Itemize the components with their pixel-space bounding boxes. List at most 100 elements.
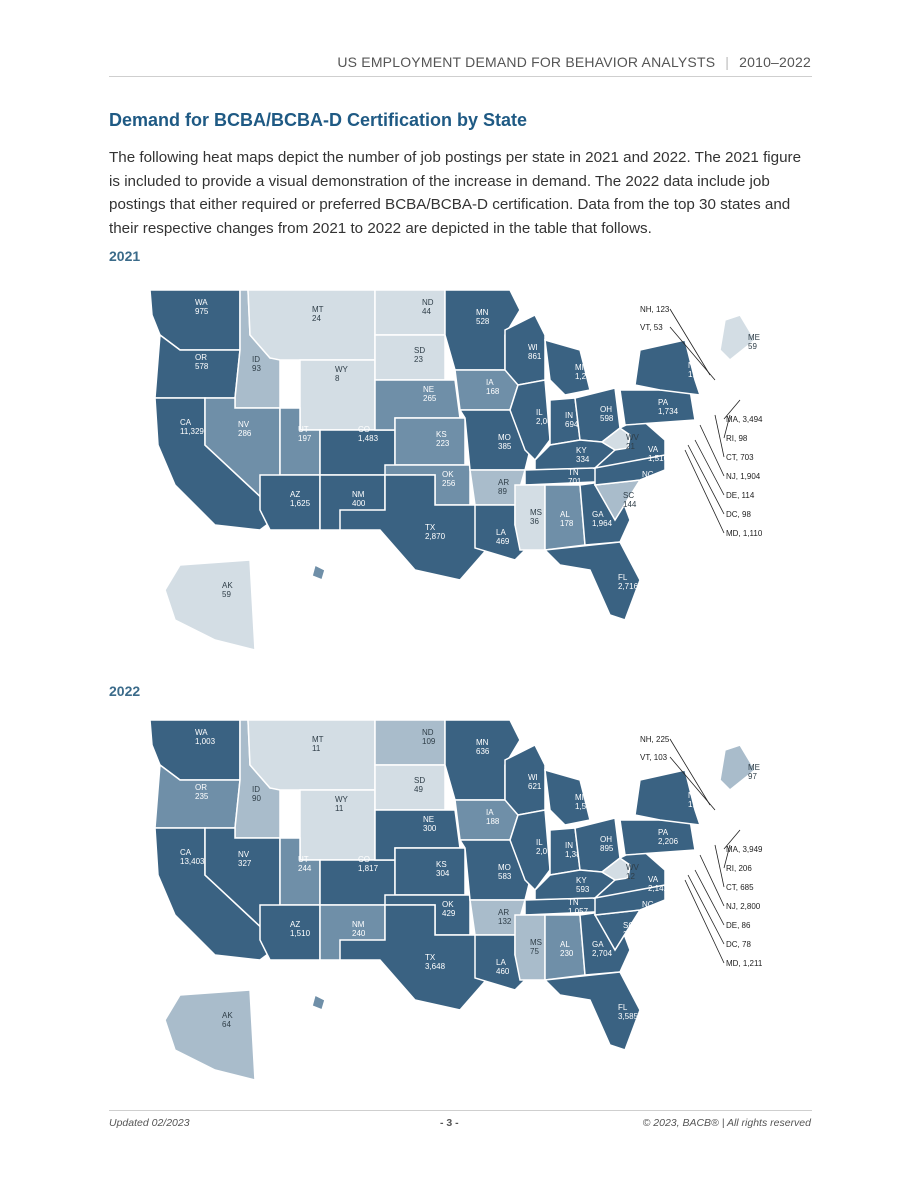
state-value-la: 469 <box>496 537 510 546</box>
state-abbr-hi: HI <box>358 1033 366 1042</box>
callout-leader-line <box>684 879 725 964</box>
callout-leader-line <box>687 874 725 945</box>
state-abbr-id: ID <box>252 355 260 364</box>
callout-leader-line <box>723 414 731 439</box>
state-abbr-tn: TN <box>568 468 579 477</box>
state-value-ms: 75 <box>530 947 539 956</box>
state-abbr-mt: MT <box>312 305 324 314</box>
state-value-co: 1,483 <box>358 434 379 443</box>
state-value-tx: 3,648 <box>425 962 446 971</box>
state-abbr-ks: KS <box>436 430 447 439</box>
state-abbr-nm: NM <box>352 920 365 929</box>
state-abbr-ia: IA <box>486 378 494 387</box>
callout-label: MD, 1,110 <box>726 529 763 538</box>
state-abbr-wi: WI <box>528 773 538 782</box>
state-value-mo: 583 <box>498 872 512 881</box>
state-abbr-ne: NE <box>423 385 434 394</box>
state-abbr-tx: TX <box>425 953 436 962</box>
header-rule <box>109 76 812 77</box>
state-sd <box>374 334 446 381</box>
callout-label: VT, 103 <box>640 753 668 762</box>
callout-leader-line <box>699 854 725 907</box>
state-value-nm: 400 <box>352 499 366 508</box>
callout-label: CT, 685 <box>726 883 754 892</box>
callout-label: MA, 3,494 <box>726 415 763 424</box>
state-value-fl: 2,716 <box>618 582 639 591</box>
state-abbr-ga: GA <box>592 940 604 949</box>
state-abbr-fl: FL <box>618 1003 628 1012</box>
state-abbr-mi: MI <box>575 793 584 802</box>
state-value-va: 2,142 <box>648 884 669 893</box>
state-value-ky: 593 <box>576 885 590 894</box>
state-value-me: 59 <box>748 342 757 351</box>
state-tx <box>339 904 496 1011</box>
state-abbr-me: ME <box>748 333 760 342</box>
state-abbr-mo: MO <box>498 433 511 442</box>
state-ks <box>394 847 466 896</box>
state-abbr-la: LA <box>496 528 506 537</box>
state-value-mi: 1,217 <box>575 372 596 381</box>
state-ms <box>514 914 546 981</box>
state-me <box>719 314 756 362</box>
state-value-ok: 256 <box>442 479 456 488</box>
state-abbr-mn: MN <box>476 738 489 747</box>
state-value-mo: 385 <box>498 442 512 451</box>
callout-leader-line <box>669 308 711 376</box>
state-hi <box>311 993 326 1012</box>
state-value-tn: 1,057 <box>568 907 589 916</box>
state-value-ok: 429 <box>442 909 456 918</box>
state-value-me: 97 <box>748 772 757 781</box>
state-abbr-wv: WV <box>626 433 640 442</box>
state-abbr-ok: OK <box>442 900 454 909</box>
state-abbr-co: CO <box>358 855 370 864</box>
state-abbr-il: IL <box>536 408 543 417</box>
state-hi <box>311 563 326 582</box>
state-value-wa: 975 <box>195 307 209 316</box>
state-value-pa: 2,206 <box>658 837 679 846</box>
state-wv <box>600 427 631 451</box>
callout-label: DE, 86 <box>726 921 751 930</box>
state-value-mi: 1,519 <box>575 802 596 811</box>
callout-label: DC, 98 <box>726 510 751 519</box>
state-value-al: 230 <box>560 949 574 958</box>
state-value-or: 235 <box>195 792 209 801</box>
state-abbr-mn: MN <box>476 308 489 317</box>
state-value-wy: 8 <box>335 374 340 383</box>
state-value-ut: 197 <box>298 434 312 443</box>
callout-label: VT, 53 <box>640 323 663 332</box>
state-abbr-in: IN <box>565 411 573 420</box>
state-mi <box>544 338 591 396</box>
state-value-ks: 304 <box>436 869 450 878</box>
callout-leader-line <box>714 844 725 888</box>
state-abbr-fl: FL <box>618 573 628 582</box>
intro-paragraph: The following heat maps depict the numbe… <box>109 149 802 237</box>
map-2021: WA 975 OR 578 CA 11,329 ID 93 NV 286 MT 24 WY 8 UT 197 A… <box>140 280 780 660</box>
callout-leader-line <box>669 756 716 811</box>
state-me <box>719 744 756 792</box>
callout-label: MD, 1,211 <box>726 959 763 968</box>
state-abbr-mi: MI <box>575 363 584 372</box>
callout-label: MA, 3,949 <box>726 845 763 854</box>
state-abbr-wv: WV <box>626 863 640 872</box>
callout-label: NH, 225 <box>640 735 670 744</box>
state-value-ne: 300 <box>423 824 437 833</box>
state-abbr-mo: MO <box>498 863 511 872</box>
state-abbr-ms: MS <box>530 938 542 947</box>
state-value-or: 578 <box>195 362 209 371</box>
state-ms <box>514 484 546 551</box>
state-value-tn: 701 <box>568 477 582 486</box>
state-value-ar: 89 <box>498 487 507 496</box>
state-value-sd: 49 <box>414 785 423 794</box>
state-value-wv: 12 <box>626 872 635 881</box>
state-value-ms: 36 <box>530 517 539 526</box>
callout-leader-line <box>684 449 725 534</box>
page-number: - 3 - <box>440 1117 459 1129</box>
state-abbr-ks: KS <box>436 860 447 869</box>
state-abbr-or: OR <box>195 353 207 362</box>
state-value-wi: 621 <box>528 782 542 791</box>
callout-leader-line <box>723 399 741 420</box>
state-abbr-ne: NE <box>423 815 434 824</box>
callout-leader-line <box>669 326 716 381</box>
state-abbr-ak: AK <box>222 1011 233 1020</box>
state-abbr-tx: TX <box>425 523 436 532</box>
